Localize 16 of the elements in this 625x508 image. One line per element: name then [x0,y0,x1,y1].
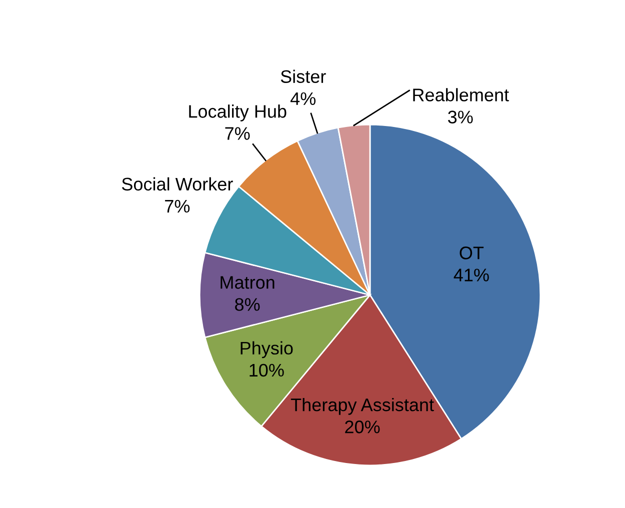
slice-label: Social Worker [122,177,233,191]
slice-label: Locality Hub [189,104,286,122]
data-label: 10% [250,364,284,377]
data-label: 41% [454,268,489,282]
data-label: 20% [345,420,380,434]
data-label: 3% [448,110,473,124]
slice-label: Reablement [413,88,509,102]
slice-label: Sister [280,70,326,83]
slice-label: Physio [240,341,293,358]
slice-label: Therapy Assistant [290,398,434,415]
data-label: 4% [290,92,316,105]
data-label: 7% [225,127,250,140]
slice-label: OT [460,246,484,260]
data-label: 7% [165,200,190,213]
data-label: 8% [235,298,260,311]
slice-label: Matron [220,276,274,289]
